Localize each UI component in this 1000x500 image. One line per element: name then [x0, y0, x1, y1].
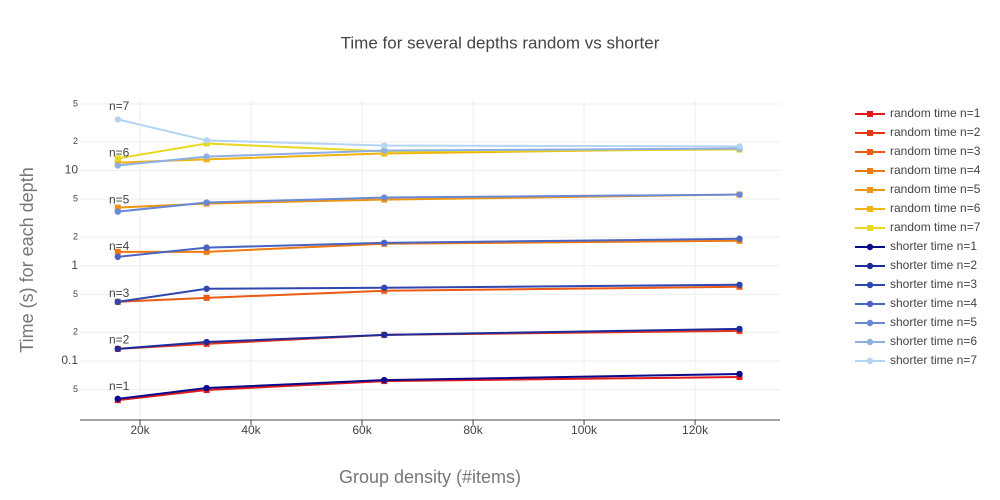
- point: [114, 204, 121, 211]
- annotation: n=3: [109, 286, 130, 300]
- point: [381, 284, 388, 291]
- point: [203, 248, 210, 255]
- point: [736, 325, 743, 333]
- legend-label: random time n=4: [890, 163, 981, 177]
- legend-label: shorter time n=7: [890, 353, 977, 367]
- point: [203, 285, 210, 292]
- legend-marker: [866, 262, 874, 270]
- legend-marker: [866, 338, 874, 346]
- legend-label: random time n=2: [890, 125, 981, 139]
- x-tick-label: 40k: [241, 423, 261, 437]
- y-tick-label: 0.1: [61, 353, 78, 367]
- annotation: n=1: [109, 379, 130, 393]
- point: [736, 281, 743, 288]
- point: [114, 162, 122, 169]
- point: [114, 248, 121, 255]
- legend-label: shorter time n=5: [890, 315, 977, 329]
- point: [114, 298, 122, 306]
- point: [381, 331, 388, 339]
- point: [736, 143, 743, 150]
- legend-marker: [867, 225, 873, 231]
- legend-label: random time n=5: [890, 182, 981, 196]
- legend-label: random time n=7: [890, 220, 981, 234]
- legend-marker: [867, 168, 873, 174]
- point: [381, 142, 388, 149]
- legend-label: shorter time n=3: [890, 277, 977, 291]
- legend-label: random time n=6: [890, 201, 981, 215]
- x-tick-label: 20k: [130, 423, 150, 437]
- point: [381, 376, 388, 384]
- legend-label: shorter time n=6: [890, 334, 977, 348]
- point: [203, 199, 210, 206]
- x-tick-label: 80k: [463, 423, 483, 437]
- series-line: [117, 193, 740, 209]
- legend-label: shorter time n=4: [890, 296, 977, 310]
- point: [203, 153, 210, 160]
- y-tick-label: 2: [73, 136, 78, 146]
- point: [114, 208, 122, 215]
- series-line: [117, 285, 740, 303]
- point: [203, 244, 210, 251]
- point: [114, 116, 122, 123]
- legend-label: shorter time n=2: [890, 258, 977, 272]
- legend-marker: [867, 149, 873, 155]
- legend-marker: [867, 111, 873, 117]
- y-tick-label: 5: [73, 384, 78, 394]
- point: [381, 239, 388, 247]
- y-axis-title: Time (s) for each depth: [17, 167, 37, 352]
- legend-marker: [866, 243, 874, 251]
- y-tick-label: 5: [73, 289, 78, 299]
- legend-marker: [866, 357, 874, 365]
- point: [114, 155, 121, 162]
- point: [203, 338, 210, 346]
- legend-label: random time n=3: [890, 144, 981, 158]
- x-axis-title: Group density (#items): [339, 467, 521, 487]
- legend-marker: [866, 281, 874, 289]
- chart-title: Time for several depths random vs shorte…: [341, 33, 660, 52]
- point: [381, 147, 388, 154]
- y-tick-label: 10: [65, 163, 79, 177]
- x-tick-label: 120k: [682, 423, 709, 437]
- y-tick-label: 2: [73, 231, 78, 241]
- series-line: [117, 118, 740, 148]
- annotation: n=7: [109, 99, 130, 113]
- annotation: n=6: [109, 146, 130, 160]
- series-line: [117, 237, 740, 258]
- y-tick-label: 5: [73, 98, 78, 108]
- legend-label: random time n=1: [890, 106, 981, 120]
- point: [203, 137, 210, 144]
- point: [114, 345, 122, 353]
- annotation: n=4: [109, 239, 130, 253]
- y-tick-label: 5: [73, 194, 78, 204]
- annotation: n=2: [109, 332, 130, 346]
- series-line: [117, 375, 740, 402]
- legend-marker: [867, 206, 873, 212]
- legend-marker: [866, 319, 874, 327]
- series-line: [117, 372, 740, 400]
- point: [736, 235, 743, 242]
- legend-marker: [867, 130, 873, 136]
- point: [736, 370, 743, 378]
- point: [203, 384, 210, 392]
- series-line: [117, 327, 740, 350]
- series-line: [117, 193, 740, 213]
- point: [381, 194, 388, 201]
- point: [736, 191, 743, 198]
- point: [203, 294, 210, 301]
- legend-label: shorter time n=1: [890, 239, 977, 253]
- y-tick-label: 2: [73, 327, 78, 337]
- series-line: [117, 283, 740, 303]
- legend-marker: [866, 300, 874, 308]
- point: [114, 395, 122, 403]
- y-tick-label: 1: [71, 258, 78, 272]
- point: [114, 253, 122, 261]
- x-tick-label: 100k: [571, 423, 598, 437]
- x-tick-label: 60k: [352, 423, 372, 437]
- legend-marker: [867, 187, 873, 193]
- series-line: [117, 147, 740, 167]
- annotation: n=5: [109, 192, 130, 206]
